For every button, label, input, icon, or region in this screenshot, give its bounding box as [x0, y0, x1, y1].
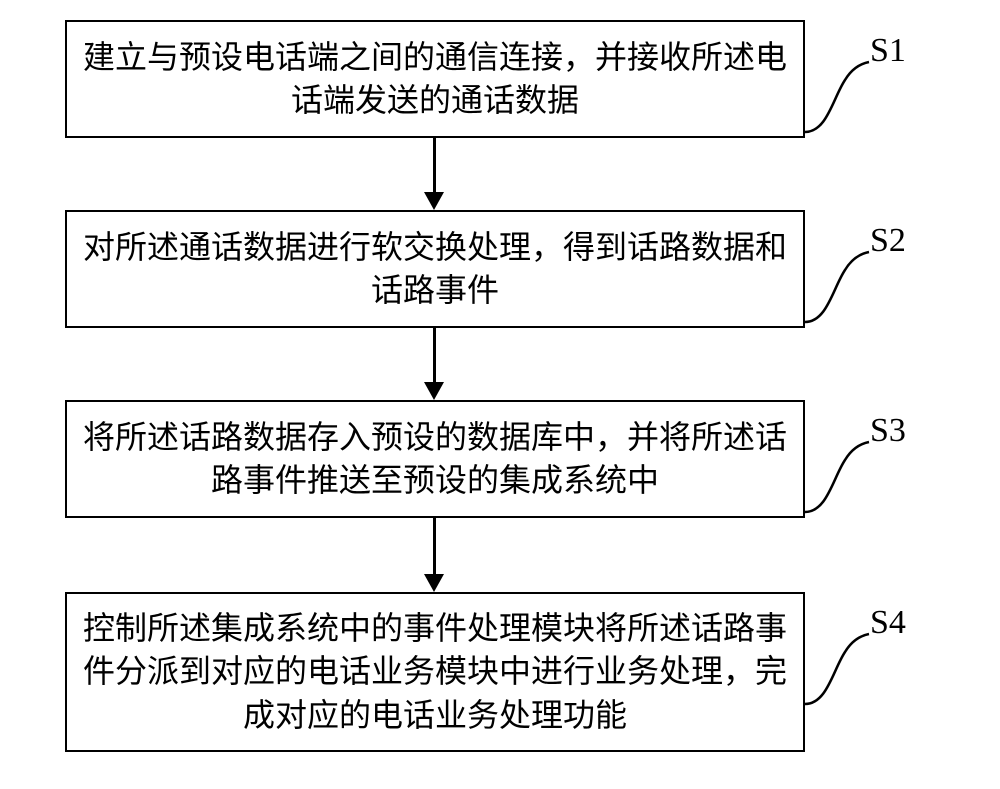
connector-curve-s1 — [805, 60, 875, 140]
flowchart-canvas: 建立与预设电话端之间的通信连接，并接收所述电话端发送的通话数据 S1 对所述通话… — [0, 0, 1000, 789]
connector-curve-s2 — [805, 250, 875, 330]
step-box-s3: 将所述话路数据存入预设的数据库中，并将所述话路事件推送至预设的集成系统中 — [65, 400, 805, 518]
step-box-s4: 控制所述集成系统中的事件处理模块将所述话路事件分派到对应的电话业务模块中进行业务… — [65, 592, 805, 752]
step-label-s2: S2 — [870, 222, 906, 260]
arrow-head-s1-s2 — [424, 192, 444, 210]
arrow-shaft-s3-s4 — [433, 518, 436, 574]
step-box-s1: 建立与预设电话端之间的通信连接，并接收所述电话端发送的通话数据 — [65, 20, 805, 138]
arrow-head-s3-s4 — [424, 574, 444, 592]
arrow-head-s2-s3 — [424, 382, 444, 400]
step-label-s3: S3 — [870, 412, 906, 450]
step-label-s1: S1 — [870, 32, 906, 70]
arrow-shaft-s1-s2 — [433, 138, 436, 192]
step-text-s1: 建立与预设电话端之间的通信连接，并接收所述电话端发送的通话数据 — [77, 36, 793, 122]
connector-curve-s3 — [805, 440, 875, 520]
step-text-s2: 对所述通话数据进行软交换处理，得到话路数据和话路事件 — [77, 226, 793, 312]
step-box-s2: 对所述通话数据进行软交换处理，得到话路数据和话路事件 — [65, 210, 805, 328]
step-text-s3: 将所述话路数据存入预设的数据库中，并将所述话路事件推送至预设的集成系统中 — [77, 416, 793, 502]
step-label-s4: S4 — [870, 604, 906, 642]
step-text-s4: 控制所述集成系统中的事件处理模块将所述话路事件分派到对应的电话业务模块中进行业务… — [77, 607, 793, 737]
arrow-shaft-s2-s3 — [433, 328, 436, 382]
connector-curve-s4 — [805, 632, 875, 712]
